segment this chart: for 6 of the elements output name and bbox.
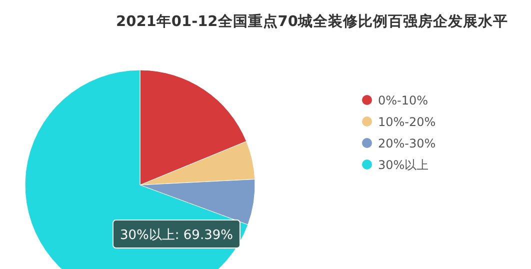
text: 30%以上: 69.39% [120, 228, 233, 243]
legend-label: 20%-30% [378, 136, 436, 150]
legend-label: 0%-10% [378, 94, 428, 108]
legend-label: 30%以上 [378, 158, 429, 172]
chart-title: 2021年01-12全国重点70城全装修比例百强房企发展水平 [116, 12, 508, 30]
legend-label: 10%-20% [378, 115, 436, 129]
